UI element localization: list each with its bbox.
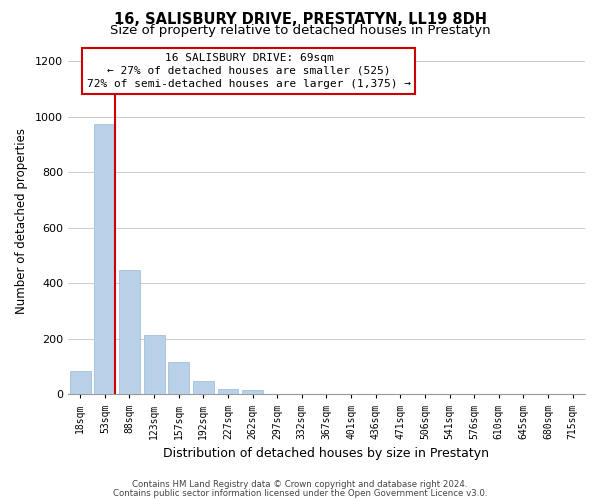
X-axis label: Distribution of detached houses by size in Prestatyn: Distribution of detached houses by size …: [163, 447, 490, 460]
Bar: [168, 362, 189, 394]
Y-axis label: Number of detached properties: Number of detached properties: [15, 128, 28, 314]
Bar: [70, 371, 91, 394]
Text: Size of property relative to detached houses in Prestatyn: Size of property relative to detached ho…: [110, 24, 490, 37]
Bar: [119, 270, 140, 394]
Bar: [94, 124, 115, 394]
Bar: [193, 380, 214, 394]
Text: 16, SALISBURY DRIVE, PRESTATYN, LL19 8DH: 16, SALISBURY DRIVE, PRESTATYN, LL19 8DH: [113, 12, 487, 26]
Text: 16 SALISBURY DRIVE: 69sqm
← 27% of detached houses are smaller (525)
72% of semi: 16 SALISBURY DRIVE: 69sqm ← 27% of detac…: [87, 52, 411, 89]
Bar: [242, 390, 263, 394]
Bar: [218, 389, 238, 394]
Bar: [143, 334, 164, 394]
Text: Contains public sector information licensed under the Open Government Licence v3: Contains public sector information licen…: [113, 488, 487, 498]
Text: Contains HM Land Registry data © Crown copyright and database right 2024.: Contains HM Land Registry data © Crown c…: [132, 480, 468, 489]
